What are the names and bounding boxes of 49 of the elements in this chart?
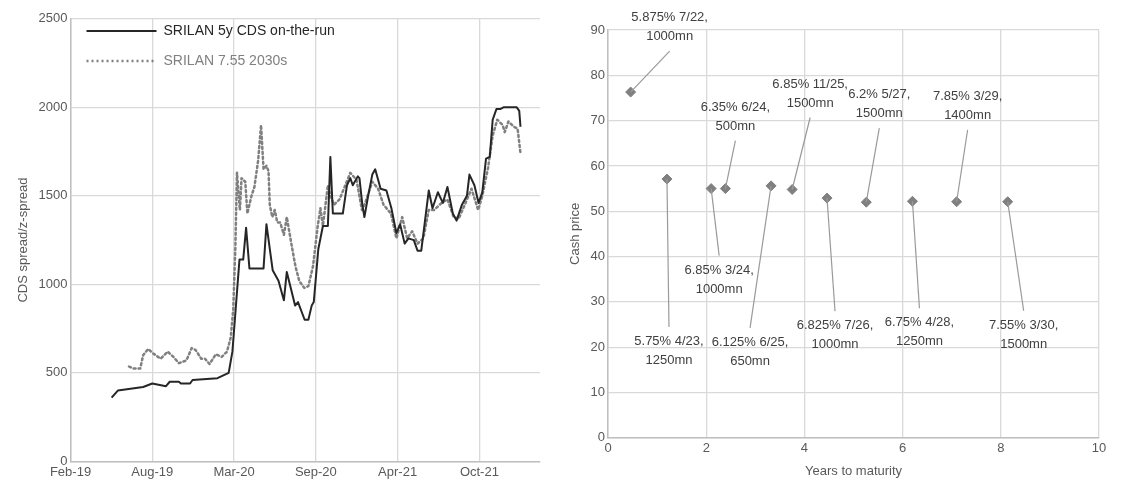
point <box>719 183 731 195</box>
x-tick-label: Mar-20 <box>213 463 255 479</box>
annotation: 5.75% 4/23, 1250mn <box>634 333 704 368</box>
x-tick-label: Aug-19 <box>131 463 174 479</box>
y-tick-label: 0 <box>60 452 68 468</box>
x-tick-label: 2 <box>702 440 710 456</box>
x-tick-label: Oct-21 <box>459 463 499 479</box>
annotation: 7.85% 3/29, 1400mn <box>932 87 1003 122</box>
annotation: 6.85% 3/24, 1000mn <box>684 261 754 296</box>
y-tick-label: 0 <box>597 429 606 445</box>
y-tick-label: 1000 <box>38 275 68 291</box>
y-tick-label: 60 <box>590 157 606 173</box>
annotation: 6.85% 11/25, 1500mn <box>772 75 848 110</box>
y-tick-label: 1500 <box>38 187 68 203</box>
y-tick-label: 90 <box>590 21 606 37</box>
y-axis-title: CDS spread/z-spread <box>15 177 31 303</box>
point <box>705 183 717 195</box>
point <box>625 86 637 98</box>
x-tick-label: 10 <box>1091 440 1107 456</box>
annotation: 6.2% 5/27, 1500mn <box>848 86 911 121</box>
annotation: 6.825% 7/26, 1000mn <box>796 317 874 352</box>
y-tick-label: 50 <box>590 202 606 218</box>
x-tick-label: Sep-20 <box>294 463 337 479</box>
y-tick-label: 2000 <box>38 98 68 114</box>
x-tick-label: 4 <box>800 440 809 456</box>
x-tick-label: Apr-21 <box>378 463 418 479</box>
y-tick-label: 70 <box>590 112 606 128</box>
text: SRILAN 5y CDS on-the-run <box>163 21 335 38</box>
annotation: 6.75% 4/28, 1250mn <box>884 314 955 349</box>
y-tick-label: 10 <box>590 384 606 400</box>
y-tick-label: 2500 <box>38 10 68 26</box>
annotation: 6.125% 6/25, 650mn <box>711 333 789 368</box>
y-tick-label: 80 <box>590 66 606 82</box>
y-tick-label: 30 <box>590 293 606 309</box>
x-tick-label: 8 <box>997 440 1005 456</box>
annotation: 7.55% 3/30, 1500mn <box>988 316 1059 351</box>
point <box>906 195 918 207</box>
y-tick-label: 500 <box>45 364 68 380</box>
y-tick-label: 40 <box>590 248 606 264</box>
annotation: 5.875% 7/22, 1000mn <box>631 9 708 44</box>
point <box>786 184 798 195</box>
y-tick-label: 20 <box>590 338 606 354</box>
x-axis-title: Years to maturity <box>805 462 903 478</box>
x-tick-label: 6 <box>899 440 907 456</box>
annotation: 6.35% 6/24, 500mn <box>700 98 771 133</box>
line-series <box>127 118 522 370</box>
text: SRILAN 7.55 2030s <box>163 51 288 68</box>
point <box>860 196 872 208</box>
y-axis-title: Cash price <box>567 202 583 265</box>
